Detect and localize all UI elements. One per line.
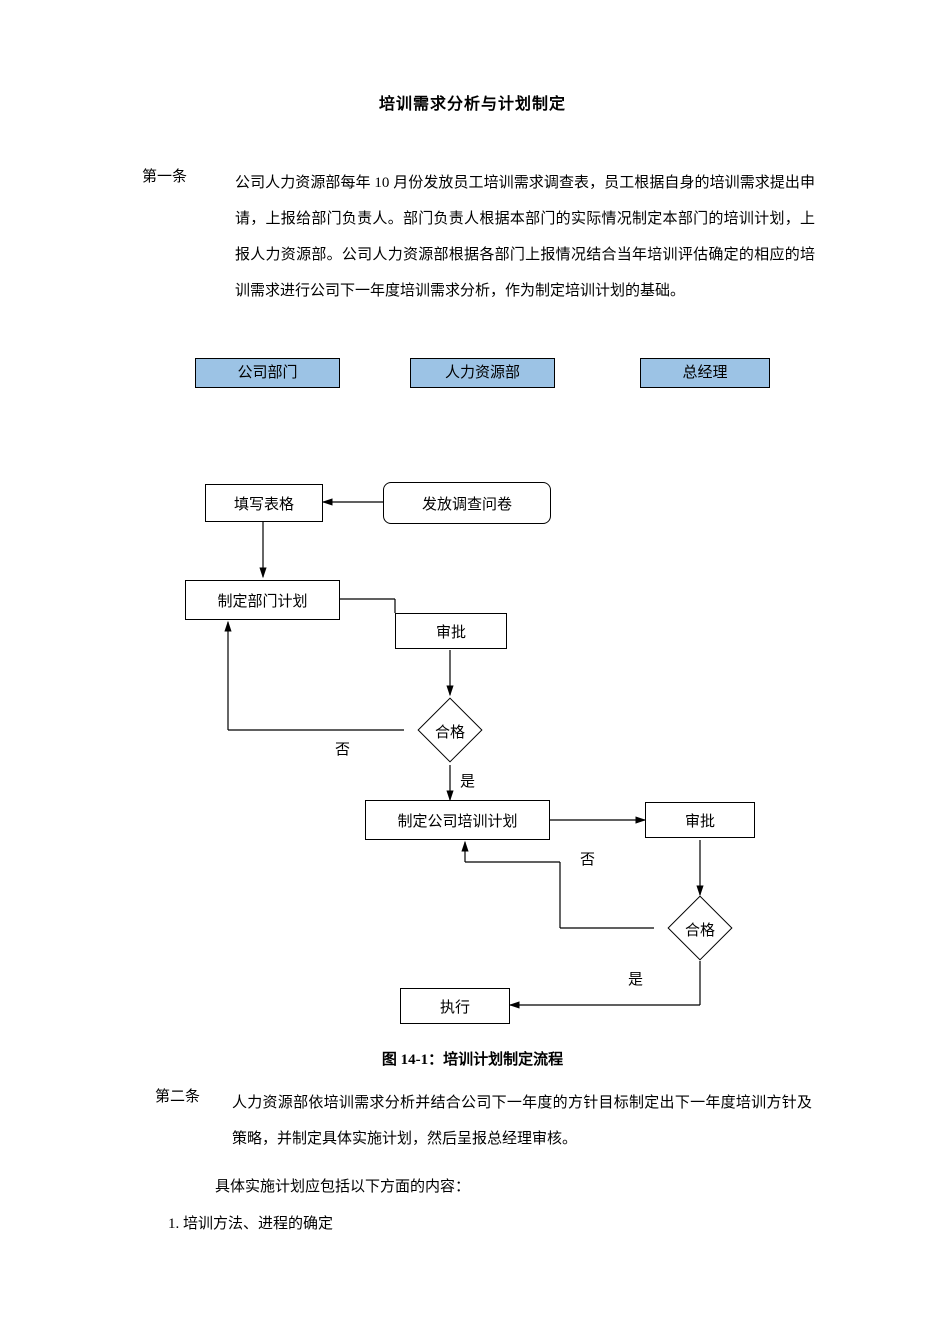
node-review1: 审批 [395, 613, 507, 649]
node-execute: 执行 [400, 988, 510, 1024]
edge-label-no2: 否 [580, 848, 595, 869]
node-make-dept-plan: 制定部门计划 [185, 580, 340, 620]
node-fill-form: 填写表格 [205, 484, 323, 522]
impl-line: 具体实施计划应包括以下方面的内容： [215, 1175, 470, 1196]
article2-label: 第二条 [155, 1085, 200, 1106]
document-page: 培训需求分析与计划制定 第一条 公司人力资源部每年 10 月份发放员工培训需求调… [0, 0, 945, 1337]
edge-label-no1: 否 [335, 738, 350, 759]
node-review2: 审批 [645, 802, 755, 838]
figure-caption: 图 14-1：培训计划制定流程 [0, 1048, 945, 1069]
node-decision2: 合格 [654, 895, 746, 961]
edge-label-yes1: 是 [460, 770, 475, 791]
node-decision1: 合格 [404, 697, 496, 763]
node-make-company-plan: 制定公司培训计划 [365, 800, 550, 840]
list-item-1: 1. 培训方法、进程的确定 [168, 1212, 333, 1233]
decision1-label: 合格 [404, 721, 496, 742]
node-issue-survey: 发放调查问卷 [383, 482, 551, 524]
article2-body: 人力资源部依培训需求分析并结合公司下一年度的方针目标制定出下一年度培训方针及策略… [232, 1085, 812, 1157]
edge-label-yes2: 是 [628, 968, 643, 989]
decision2-label: 合格 [654, 919, 746, 940]
